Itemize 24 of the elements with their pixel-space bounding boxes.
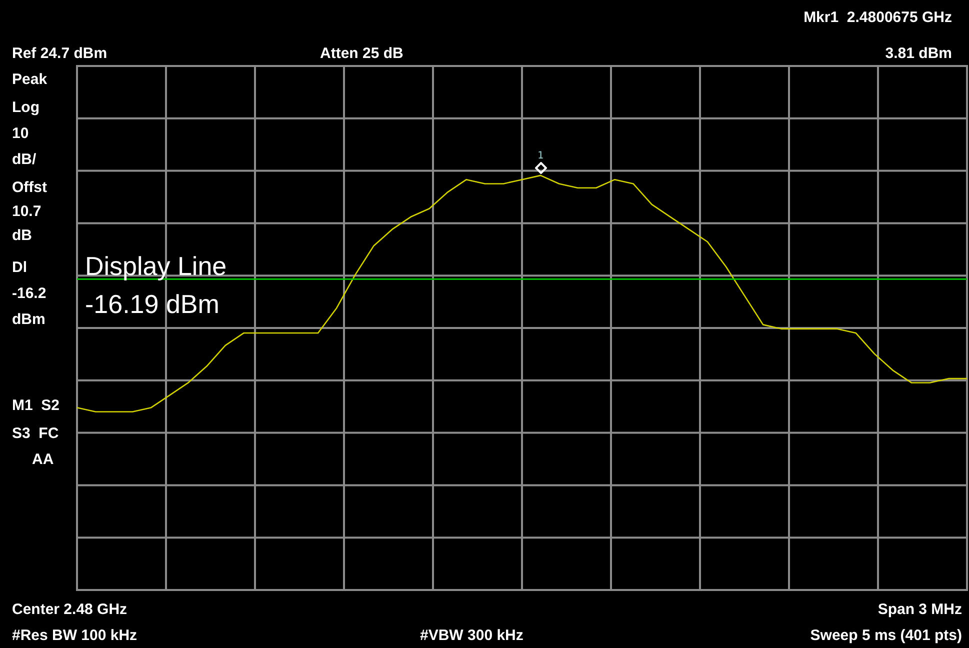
text: dBm (12, 311, 46, 328)
text: S3 FC (12, 425, 59, 442)
text: dB/ (12, 151, 37, 168)
text: 3.81 dBm (885, 45, 952, 62)
text: Center 2.48 GHz (12, 601, 128, 618)
text: Atten 25 dB (320, 45, 404, 62)
text: 1 (538, 150, 544, 162)
text: Mkr1 2.4800675 GHz (804, 9, 952, 26)
text: Dl (12, 259, 27, 276)
text: M1 S2 (12, 397, 60, 414)
text: #VBW 300 kHz (420, 627, 524, 644)
text: 10.7 (12, 203, 42, 220)
text: AA (32, 451, 54, 468)
text: Span 3 MHz (878, 601, 962, 618)
text: Ref 24.7 dBm (12, 45, 108, 62)
text: 10 (12, 125, 29, 142)
text: Log (12, 99, 40, 116)
text: Sweep 5 ms (401 pts) (810, 627, 962, 644)
text: Peak (12, 71, 48, 88)
text: dB (12, 227, 32, 244)
ref-line-label: Display Line -16.19 dBm (85, 251, 227, 320)
text: #Res BW 100 kHz (12, 627, 138, 644)
text: Offst (12, 179, 47, 196)
text: -16.2 (12, 285, 46, 302)
